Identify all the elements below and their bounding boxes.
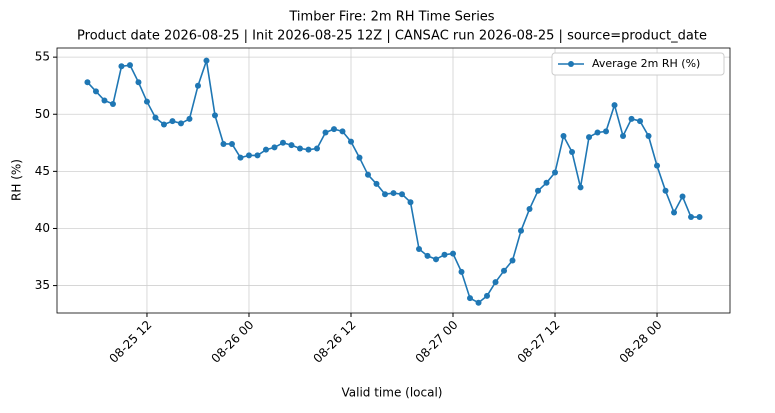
point — [467, 295, 474, 302]
point — [356, 154, 363, 161]
y-axis-label: RH (%) — [10, 159, 24, 201]
point — [160, 121, 167, 128]
point — [296, 145, 303, 152]
line — [86, 60, 700, 304]
point — [364, 171, 371, 178]
point — [254, 152, 261, 159]
point — [416, 246, 423, 253]
point — [92, 88, 99, 95]
point — [143, 98, 150, 105]
y-tick-label: 45 — [35, 164, 50, 178]
point — [288, 142, 295, 149]
point — [586, 134, 593, 141]
point — [101, 97, 108, 104]
point — [228, 140, 235, 147]
x-axis-label: Valid time (local) — [342, 386, 443, 400]
point — [441, 251, 448, 258]
point — [220, 140, 227, 147]
point — [152, 114, 159, 121]
point — [237, 154, 244, 161]
point — [552, 169, 559, 176]
point — [322, 129, 329, 136]
point — [126, 62, 133, 69]
y-tick-label: 55 — [35, 50, 50, 64]
point — [475, 299, 482, 306]
point — [381, 191, 388, 198]
point — [620, 132, 627, 139]
point — [390, 190, 397, 197]
point — [577, 184, 584, 191]
legend-box — [551, 52, 725, 76]
point — [339, 128, 346, 135]
point — [637, 118, 644, 125]
point — [84, 79, 91, 86]
point — [603, 128, 610, 135]
y-tick-label: 35 — [35, 278, 50, 292]
point — [399, 191, 406, 198]
point — [594, 129, 601, 136]
x-tick-label: 08-27 12 — [515, 318, 563, 366]
point — [484, 292, 491, 299]
point — [671, 209, 678, 216]
point — [169, 118, 176, 125]
point — [569, 148, 576, 155]
point — [271, 144, 278, 151]
y-tick-label: 40 — [35, 221, 50, 235]
point — [279, 139, 286, 146]
point — [305, 146, 312, 153]
point — [373, 180, 380, 187]
point — [509, 257, 516, 264]
point — [177, 120, 184, 127]
chart-title: Timber Fire: 2m RH Time Series — [288, 10, 494, 25]
point — [211, 112, 218, 119]
point — [203, 57, 210, 64]
x-tick-label: 08-26 12 — [311, 318, 359, 366]
point — [109, 100, 116, 107]
point — [194, 82, 201, 89]
point — [450, 250, 457, 257]
x-tick-label: 08-26 00 — [209, 318, 257, 366]
point — [186, 115, 193, 122]
legend-label: Average 2m RH (%) — [592, 57, 700, 70]
x-tick-label: 08-27 00 — [413, 318, 461, 366]
point — [560, 132, 567, 139]
y-tick-label: 50 — [35, 107, 50, 121]
x-tick-label: 08-25 12 — [107, 318, 155, 366]
point — [543, 179, 550, 186]
point — [688, 214, 695, 221]
plot-frame — [56, 47, 731, 314]
point — [118, 63, 125, 70]
point — [330, 126, 337, 133]
point — [518, 227, 525, 234]
point — [347, 138, 354, 145]
point — [645, 132, 652, 139]
x-tick-label: 08-28 00 — [617, 318, 665, 366]
point — [433, 256, 440, 263]
point — [679, 193, 686, 200]
legend-marker — [568, 61, 574, 67]
chart-subtitle: Product date 2026-08-25 | Init 2026-08-2… — [77, 29, 707, 44]
point — [135, 79, 142, 86]
point — [535, 187, 542, 194]
point — [407, 199, 414, 206]
point — [458, 268, 465, 275]
point — [628, 115, 635, 122]
point — [501, 267, 508, 274]
point — [526, 206, 533, 213]
point — [424, 252, 431, 259]
point — [313, 145, 320, 152]
point — [611, 102, 618, 109]
point — [654, 162, 661, 169]
point — [696, 214, 703, 221]
point — [245, 152, 252, 159]
point — [262, 146, 269, 153]
point — [662, 187, 669, 194]
point — [492, 279, 499, 286]
